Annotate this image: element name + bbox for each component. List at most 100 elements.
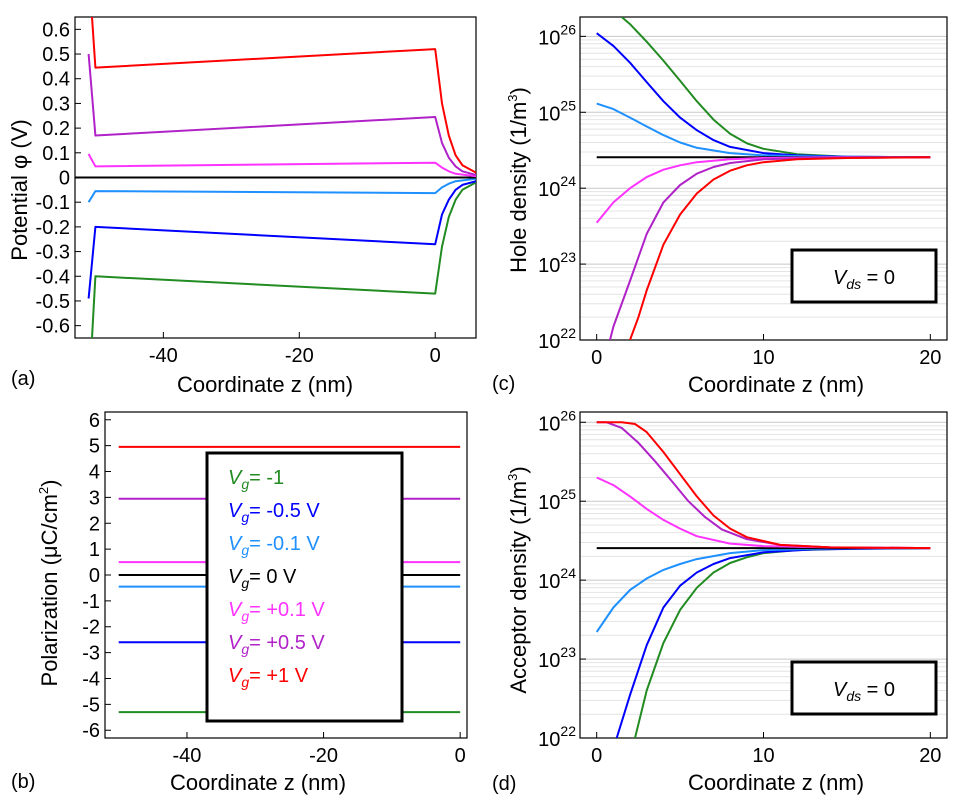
y-tick-label: 0 (59, 168, 70, 190)
series-line-vg_m05 (87, 180, 476, 299)
panel-c-xlabel: Coordinate z (nm) (688, 372, 864, 397)
series-line-vg_m01 (87, 177, 476, 203)
panel-a-xlabel: Coordinate z (nm) (177, 372, 353, 397)
series-line-vg_p05 (609, 156, 931, 340)
series-line-vg_p01 (595, 156, 931, 224)
y-tick-label: -0.4 (36, 266, 70, 288)
series-line-vg_p1 (629, 156, 931, 340)
y-tick-label: 1022 (538, 723, 576, 751)
panel-c-hole-density: (c) Coordinate z (nm) Hole density (1/m3… (492, 16, 948, 397)
x-tick-label: 20 (919, 347, 941, 369)
y-tick-label: -4 (82, 668, 100, 690)
x-tick-label: -20 (285, 345, 314, 367)
x-tick-label: 0 (591, 347, 602, 369)
y-tick-label: 0.4 (42, 69, 70, 91)
y-tick-label: -0.2 (36, 217, 70, 239)
panel-d-annotation-sub: ds (846, 688, 861, 704)
panel-d-acceptor-density: (d) Coordinate z (nm) Acceptor density (… (492, 407, 948, 795)
panel-c-annotation-box: Vds = 0 (790, 248, 938, 304)
y-tick-label: 1023 (538, 644, 576, 672)
series-line-vg_p05 (87, 53, 476, 176)
series-line-vg_m05 (615, 547, 931, 738)
series-line-vg_p1 (91, 17, 476, 174)
y-tick-label: -3 (82, 643, 100, 665)
y-tick-label: 4 (89, 462, 100, 484)
x-tick-label: -40 (149, 345, 178, 367)
panel-d-annotation-v: V (833, 679, 848, 701)
grid-c (580, 35, 947, 341)
panel-d-ylabel-main: Acceptor density (1/m (506, 481, 531, 694)
series-line-vg_m1 (621, 17, 931, 159)
panel-d-annotation-text: = 0 (861, 679, 895, 701)
panel-b-ylabel-sup: 2 (36, 487, 51, 494)
grid-d (580, 421, 947, 739)
y-tick-label: 0.6 (42, 19, 70, 41)
legend-box: Vg= -1 Vg= -0.5 V Vg= -0.1 V Vg= 0 V Vg= +0.… (205, 451, 404, 723)
panel-d-annotation: Vds = 0 (833, 679, 895, 704)
y-tick-label: -0.5 (36, 291, 70, 313)
y-tick-label: 0.1 (42, 143, 70, 165)
panel-d-annotation-box: Vds = 0 (790, 660, 938, 716)
series-line-vg_m01 (595, 547, 931, 633)
panel-d-label: (d) (492, 773, 516, 795)
panel-c-label: (c) (492, 373, 515, 395)
legend-item: Vg= -1 (228, 467, 284, 492)
legend-item: Vg= +1 V (228, 665, 309, 690)
y-tick-label: 1026 (538, 407, 576, 435)
y-tick-label: 1026 (538, 21, 576, 49)
y-tick-label: -5 (82, 694, 100, 716)
panel-c-annotation-sub: ds (846, 276, 861, 292)
y-tick-label: 6 (89, 410, 100, 432)
x-tick-label: 0 (430, 345, 441, 367)
series-line-vg_p01 (596, 476, 931, 550)
series-line-vg_m05 (596, 32, 931, 159)
panel-c-annotation-text: = 0 (861, 267, 895, 289)
panel-d-ylabel: Acceptor density (1/m3) (505, 466, 531, 693)
panel-c-annotation-v: V (833, 267, 848, 289)
y-tick-label: 1025 (538, 486, 576, 514)
legend-item: Vg= 0 V (228, 566, 297, 591)
panel-d-ylabel-end: ) (506, 466, 531, 473)
series-group-d (595, 421, 931, 738)
y-tick-label: 0.2 (42, 118, 70, 140)
legend-item: Vg= -0.1 V (228, 533, 320, 558)
panel-a-label: (a) (11, 368, 35, 390)
x-tick-label: 10 (752, 745, 774, 767)
y-tick-label: 0.5 (42, 44, 70, 66)
panel-a-ylabel: Potential φ (V) (7, 119, 32, 260)
series-line-vg_m1 (91, 181, 476, 338)
y-tick-label: -2 (82, 617, 100, 639)
x-tick-label: 10 (752, 347, 774, 369)
x-tick-label: 0 (591, 745, 602, 767)
panel-b-ylabel-main: Polarization (μC/cm (37, 494, 62, 686)
panel-c-annotation: Vds = 0 (833, 267, 895, 292)
y-tick-label: 1024 (538, 565, 576, 593)
y-tick-label: 1 (89, 539, 100, 561)
panel-d-xlabel: Coordinate z (nm) (688, 770, 864, 795)
y-tick-label: 1022 (538, 325, 576, 353)
panel-b-xlabel: Coordinate z (nm) (170, 770, 346, 795)
x-tick-label: 20 (919, 745, 941, 767)
y-tick-label: 3 (89, 487, 100, 509)
series-group-c (595, 17, 931, 340)
y-tick-label: 1025 (538, 97, 576, 125)
series-group-a (75, 17, 476, 338)
legend-item: Vg= +0.5 V (228, 632, 325, 657)
panel-b-ylabel: Polarization (μC/cm2) (36, 480, 62, 687)
y-tick-label: 0 (89, 565, 100, 587)
series-line-vg_m01 (596, 102, 931, 159)
y-tick-label: 1023 (538, 249, 576, 277)
y-tick-label: -6 (82, 720, 100, 742)
panel-c-ylabel-end: ) (506, 87, 531, 94)
legend-item: Vg= -0.5 V (228, 500, 320, 525)
series-line-vg_p1 (596, 421, 931, 550)
series-line-vg_p01 (87, 153, 476, 178)
y-tick-label: 0.3 (42, 93, 70, 115)
y-tick-label: 5 (89, 436, 100, 458)
legend-item: Vg= +0.1 V (228, 599, 325, 624)
panel-c-ylabel-sup: 3 (505, 94, 520, 101)
y-tick-label: -0.3 (36, 242, 70, 264)
panel-d-ylabel-sup: 3 (505, 474, 520, 481)
panel-b-label: (b) (11, 771, 35, 793)
